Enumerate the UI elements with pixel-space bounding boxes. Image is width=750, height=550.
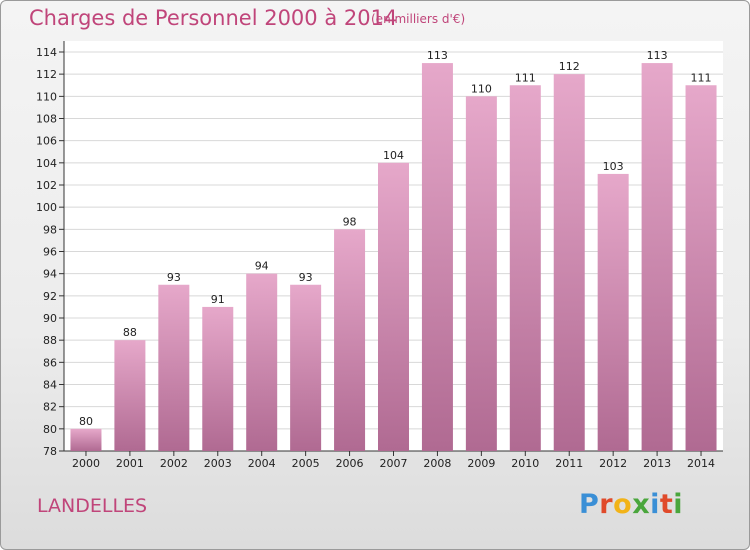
y-tick-label: 98 <box>43 223 57 236</box>
y-tick-label: 90 <box>43 312 57 325</box>
y-tick-label: 96 <box>43 246 57 259</box>
data-label: 93 <box>167 271 181 284</box>
data-label: 88 <box>123 326 137 339</box>
x-tick-label: 2006 <box>336 457 364 470</box>
x-tick-label: 2014 <box>687 457 715 470</box>
y-tick-label: 94 <box>43 268 57 281</box>
bar <box>246 273 278 451</box>
bar <box>597 173 629 451</box>
x-tick-label: 2010 <box>511 457 539 470</box>
bar <box>465 96 497 451</box>
x-tick-label: 2012 <box>599 457 627 470</box>
x-tick-label: 2004 <box>248 457 276 470</box>
x-tick-label: 2002 <box>160 457 188 470</box>
x-tick-label: 2011 <box>555 457 583 470</box>
data-label: 113 <box>647 49 668 62</box>
bar <box>509 85 541 451</box>
y-tick-label: 102 <box>36 179 57 192</box>
logo-letter: i <box>673 489 684 520</box>
data-label: 110 <box>471 82 492 95</box>
y-tick-label: 112 <box>36 68 57 81</box>
chart-title: Charges de Personnel 2000 à 2014 <box>29 6 398 30</box>
bar <box>641 63 673 451</box>
logo-letter: r <box>599 489 614 520</box>
y-tick-label: 84 <box>43 379 57 392</box>
x-tick-label: 2007 <box>380 457 408 470</box>
bar <box>70 428 102 451</box>
bar <box>553 74 585 452</box>
y-tick-label: 104 <box>36 157 57 170</box>
bar <box>202 306 234 451</box>
data-label: 104 <box>383 149 404 162</box>
x-tick-label: 2005 <box>292 457 320 470</box>
chart-subtitle: (en milliers d'€) <box>371 12 466 26</box>
bar <box>378 162 409 452</box>
y-tick-label: 78 <box>43 445 57 458</box>
data-label: 98 <box>343 215 357 228</box>
y-tick-label: 86 <box>43 356 57 369</box>
data-label: 111 <box>691 71 712 84</box>
y-tick-label: 106 <box>36 135 57 148</box>
logo-letter: x <box>632 489 651 520</box>
y-tick-label: 88 <box>43 334 57 347</box>
bar <box>114 340 146 451</box>
bar <box>685 85 717 451</box>
x-tick-label: 2013 <box>643 457 671 470</box>
bar <box>334 229 366 451</box>
bar <box>158 284 190 451</box>
y-tick-label: 100 <box>36 201 57 214</box>
data-label: 93 <box>299 271 313 284</box>
logo-letter: t <box>659 489 674 520</box>
x-tick-label: 2000 <box>72 457 100 470</box>
data-label: 80 <box>79 415 93 428</box>
y-tick-label: 108 <box>36 113 57 126</box>
y-tick-label: 82 <box>43 401 57 414</box>
bar <box>421 63 453 451</box>
logo-letter: i <box>650 489 660 520</box>
commune-name: LANDELLES <box>37 495 148 517</box>
data-label: 91 <box>211 293 225 306</box>
logo-letter: o <box>613 489 633 520</box>
x-tick-label: 2003 <box>204 457 232 470</box>
y-tick-label: 114 <box>36 46 57 59</box>
x-tick-label: 2008 <box>423 457 451 470</box>
y-tick-label: 92 <box>43 290 57 303</box>
data-label: 111 <box>515 71 536 84</box>
y-tick-label: 80 <box>43 423 57 436</box>
logo-letter: P <box>579 489 600 520</box>
x-tick-label: 2009 <box>467 457 495 470</box>
x-tick-label: 2001 <box>116 457 144 470</box>
data-label: 113 <box>427 49 448 62</box>
data-label: 112 <box>559 60 580 73</box>
data-label: 103 <box>603 160 624 173</box>
bar <box>290 284 322 451</box>
data-label: 94 <box>255 260 269 273</box>
proxiti-logo: Proxiti <box>579 489 683 520</box>
y-tick-label: 110 <box>36 90 57 103</box>
